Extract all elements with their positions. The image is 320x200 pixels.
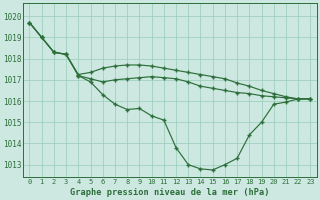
X-axis label: Graphe pression niveau de la mer (hPa): Graphe pression niveau de la mer (hPa) — [70, 188, 270, 197]
